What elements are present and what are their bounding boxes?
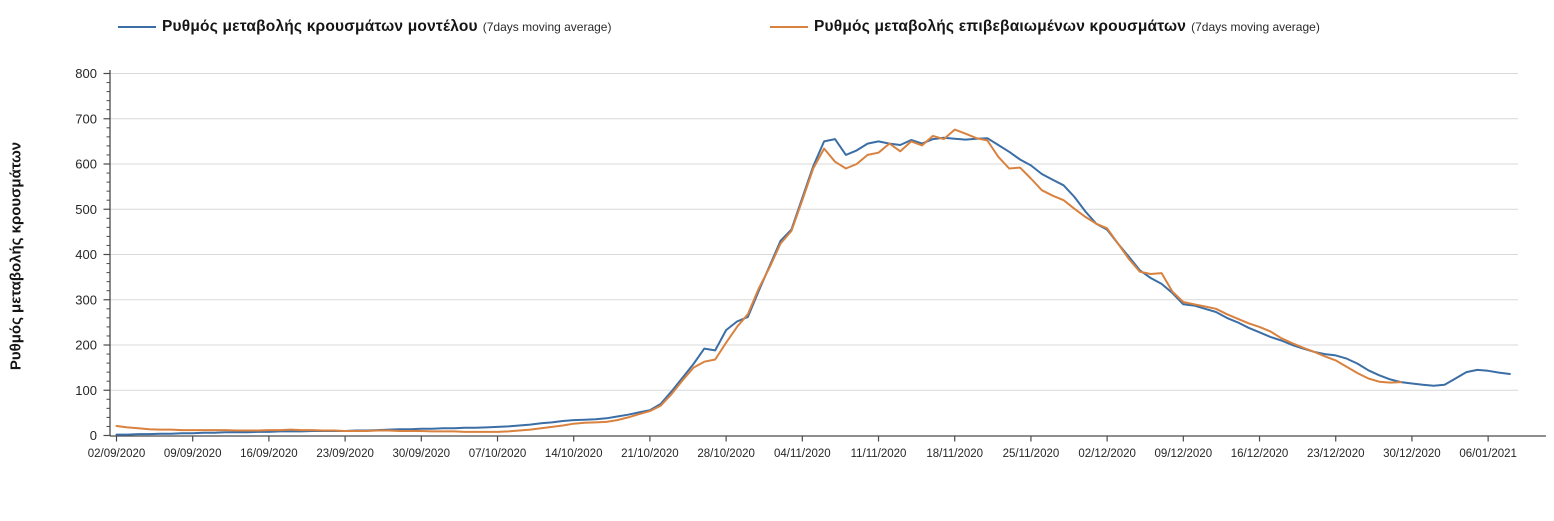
x-tick-label-23/09/2020: 23/09/2020 [316, 448, 374, 460]
x-tick-label-04/11/2020: 04/11/2020 [774, 448, 831, 460]
legend-entry-model: Ρυθμός μεταβολής κρουσμάτων μοντέλου (7d… [118, 18, 611, 36]
x-tick-label-02/09/2020: 02/09/2020 [88, 448, 146, 460]
legend-label-model: Ρυθμός μεταβολής κρουσμάτων μοντέλου [162, 18, 478, 35]
legend-line-marker-model-icon [118, 26, 156, 28]
x-tick-label-02/12/2020: 02/12/2020 [1078, 448, 1136, 460]
x-tick-label-25/11/2020: 25/11/2020 [1003, 448, 1060, 460]
y-tick-label-200: 200 [75, 338, 97, 353]
x-tick-label-06/01/2021: 06/01/2021 [1459, 448, 1517, 460]
legend-line-marker-confirmed-icon [770, 26, 808, 28]
legend-label-confirmed: Ρυθμός μεταβολής επιβεβαιωμένων κρουσμάτ… [814, 18, 1187, 35]
y-tick-label-400: 400 [75, 247, 97, 262]
x-tick-label-18/11/2020: 18/11/2020 [926, 448, 983, 460]
x-tick-label-09/12/2020: 09/12/2020 [1155, 448, 1213, 460]
legend-entry-confirmed: Ρυθμός μεταβολής επιβεβαιωμένων κρουσμάτ… [770, 18, 1320, 36]
x-tick-label-16/12/2020: 16/12/2020 [1231, 448, 1289, 460]
series-line-confirmed [115, 128, 1402, 433]
y-axis-title: Ρυθμός μεταβολής κρουσμάτων [7, 141, 25, 371]
x-tick-label-07/10/2020: 07/10/2020 [469, 448, 527, 460]
y-tick-label-600: 600 [75, 157, 97, 172]
x-tick-label-30/12/2020: 30/12/2020 [1383, 448, 1441, 460]
y-tick-label-300: 300 [75, 292, 97, 307]
y-tick-label-700: 700 [75, 111, 97, 126]
y-tick-label-100: 100 [75, 383, 97, 398]
x-tick-label-28/10/2020: 28/10/2020 [697, 448, 755, 460]
legend-sublabel-confirmed: (7days moving average) [1191, 20, 1320, 34]
x-tick-label-23/12/2020: 23/12/2020 [1307, 448, 1365, 460]
legend-sublabel-model: (7days moving average) [482, 20, 612, 34]
x-tick-label-21/10/2020: 21/10/2020 [621, 448, 679, 460]
x-tick-label-09/09/2020: 09/09/2020 [164, 448, 222, 460]
x-tick-label-11/11/2020: 11/11/2020 [851, 448, 907, 460]
x-tick-label-16/09/2020: 16/09/2020 [240, 448, 298, 460]
legend: Ρυθμός μεταβολής κρουσμάτων μοντέλου (7d… [0, 14, 1554, 48]
x-tick-label-30/09/2020: 30/09/2020 [393, 448, 451, 460]
y-tick-label-500: 500 [75, 202, 97, 217]
x-tick-label-14/10/2020: 14/10/2020 [545, 448, 603, 460]
y-tick-label-0: 0 [90, 428, 97, 443]
y-tick-label-800: 800 [75, 66, 97, 81]
